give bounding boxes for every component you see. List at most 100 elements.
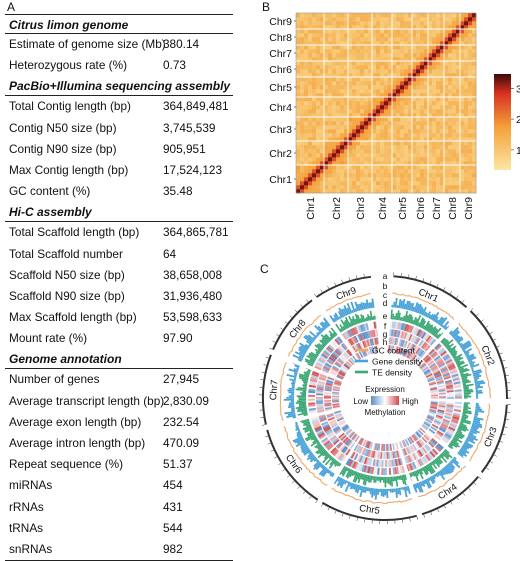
- heatmap-cell: [304, 45, 308, 49]
- ideogram-tick: [306, 300, 308, 302]
- heatmap-cell: [392, 109, 396, 113]
- heatmap-cell: [332, 117, 336, 121]
- heatmap-cell: [428, 81, 432, 85]
- heatmap-cell: [356, 97, 360, 101]
- heatmap-cell: [464, 177, 468, 181]
- heatmap-cell: [324, 29, 328, 33]
- heatmap-cell: [452, 133, 456, 137]
- heatmap-cell: [356, 89, 360, 93]
- heatmap-cell: [332, 165, 336, 169]
- heatmap-cell: [468, 141, 472, 145]
- ideogram-tick: [486, 468, 488, 470]
- heatmap-cell: [472, 145, 476, 149]
- heatmap-cell: [360, 81, 364, 85]
- heatmap-cell: [420, 69, 424, 73]
- heatmap-cell: [340, 157, 344, 161]
- heatmap-cell: [316, 169, 320, 173]
- heatmap-cell: [324, 121, 328, 125]
- heatmap-cell: [400, 29, 404, 33]
- heatmap-cell: [340, 105, 344, 109]
- heatmap-cell: [324, 149, 328, 153]
- heatmap-cell: [328, 149, 332, 153]
- heatmap-cell: [396, 149, 400, 153]
- heatmap-cell: [364, 85, 368, 89]
- heatmap-cell: [380, 37, 384, 41]
- heatmap-cell: [328, 141, 332, 145]
- heatmap-cell: [376, 109, 380, 113]
- heatmap-cell: [372, 185, 376, 189]
- heatmap-cell: [436, 169, 440, 173]
- heatmap-cell: [472, 121, 476, 125]
- heatmap-cell: [360, 65, 364, 69]
- heatmap-cell: [296, 181, 300, 185]
- heatmap-cell: [332, 185, 336, 189]
- heatmap-cell: [360, 181, 364, 185]
- heatmap-cell: [416, 97, 420, 101]
- heatmap-cell: [416, 141, 420, 145]
- heatmap-cell: [412, 97, 416, 101]
- heatmap-cell: [472, 169, 476, 173]
- heatmap-cell: [392, 13, 396, 17]
- heatmap-cell: [308, 177, 312, 181]
- heatmap-cell: [376, 145, 380, 149]
- heatmap-y-tick-label: Chr1: [269, 174, 292, 186]
- heatmap-cell: [336, 181, 340, 185]
- heatmap-cell: [444, 117, 448, 121]
- gene-density-bar: [292, 386, 295, 388]
- heatmap-cell: [472, 157, 476, 161]
- heatmap-cell: [304, 177, 308, 181]
- heatmap-cell: [348, 49, 352, 53]
- heatmap-cell: [460, 37, 464, 41]
- heatmap-cell: [316, 129, 320, 133]
- ideogram-tick: [494, 339, 497, 340]
- ideogram-tick: [479, 477, 481, 479]
- te-density-bar: [464, 396, 471, 398]
- heatmap-cell: [324, 89, 328, 93]
- heatmap-cell: [452, 101, 456, 105]
- heatmap-cell: [360, 89, 364, 93]
- heatmap-cell: [432, 37, 436, 41]
- heatmap-cell: [460, 181, 464, 185]
- heatmap-cell: [384, 85, 388, 89]
- heatmap-cell: [392, 81, 396, 85]
- row-key: Average transcript length (bp): [9, 391, 163, 412]
- ideogram-tick: [357, 518, 358, 521]
- ideogram-tick: [451, 502, 453, 505]
- heatmap-cell: [336, 141, 340, 145]
- heatmap-cell: [300, 189, 304, 193]
- legend-high-label: High: [402, 397, 418, 406]
- expression-methylation-cell: [383, 460, 385, 467]
- heatmap-cell: [332, 105, 336, 109]
- heatmap-y-tick-label: Chr4: [269, 102, 292, 114]
- heatmap-cell: [432, 109, 436, 113]
- heatmap-cell: [468, 149, 472, 153]
- heatmap-cell: [352, 129, 356, 133]
- heatmap-cell: [464, 121, 468, 125]
- heatmap-cell: [316, 13, 320, 17]
- heatmap-cell: [372, 149, 376, 153]
- heatmap-cell: [436, 105, 440, 109]
- heatmap-cell: [308, 181, 312, 185]
- heatmap-cell: [348, 117, 352, 121]
- heatmap-cell: [372, 69, 376, 73]
- heatmap-cell: [472, 89, 476, 93]
- ideogram-tick: [474, 483, 476, 485]
- heatmap-cell: [360, 29, 364, 33]
- heatmap-cell: [420, 97, 424, 101]
- ideogram-tick: [444, 506, 445, 509]
- heatmap-cell: [376, 153, 380, 157]
- row-value: 27,945: [163, 369, 233, 390]
- heatmap-cell: [464, 157, 468, 161]
- heatmap-cell: [464, 185, 468, 189]
- heatmap-cell: [428, 189, 432, 193]
- heatmap-cell: [380, 133, 384, 137]
- heatmap-cell: [460, 49, 464, 53]
- heatmap-cell: [308, 69, 312, 73]
- heatmap-cell: [348, 153, 352, 157]
- heatmap-cell: [444, 81, 448, 85]
- heatmap-cell: [432, 129, 436, 133]
- heatmap-cell: [412, 37, 416, 41]
- heatmap-cell: [372, 61, 376, 65]
- heatmap-cell: [472, 153, 476, 157]
- heatmap-cell: [328, 89, 332, 93]
